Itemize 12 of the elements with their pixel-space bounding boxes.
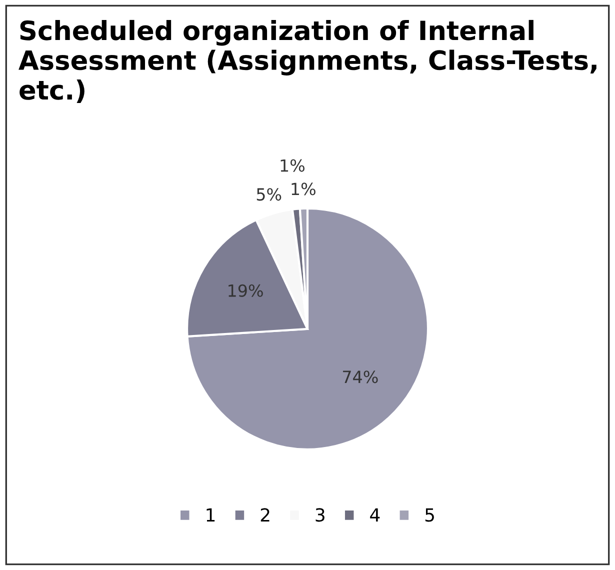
data-label: 5% (256, 188, 282, 201)
chart-title: Scheduled organization of Internal Assessment (Assignments, Class-Tests, etc.) (18, 20, 596, 103)
legend-label: 4 (370, 508, 380, 522)
pie-slice (186, 207, 429, 450)
legend-label: 3 (316, 508, 324, 522)
data-label: 1% (280, 159, 304, 172)
data-label: 1% (292, 182, 316, 196)
legend-label: 5 (425, 508, 434, 522)
data-label: 19% (228, 284, 263, 297)
legend-label: 2 (260, 508, 270, 522)
data-label: 74% (343, 370, 378, 384)
legend-label: 1 (206, 508, 215, 522)
